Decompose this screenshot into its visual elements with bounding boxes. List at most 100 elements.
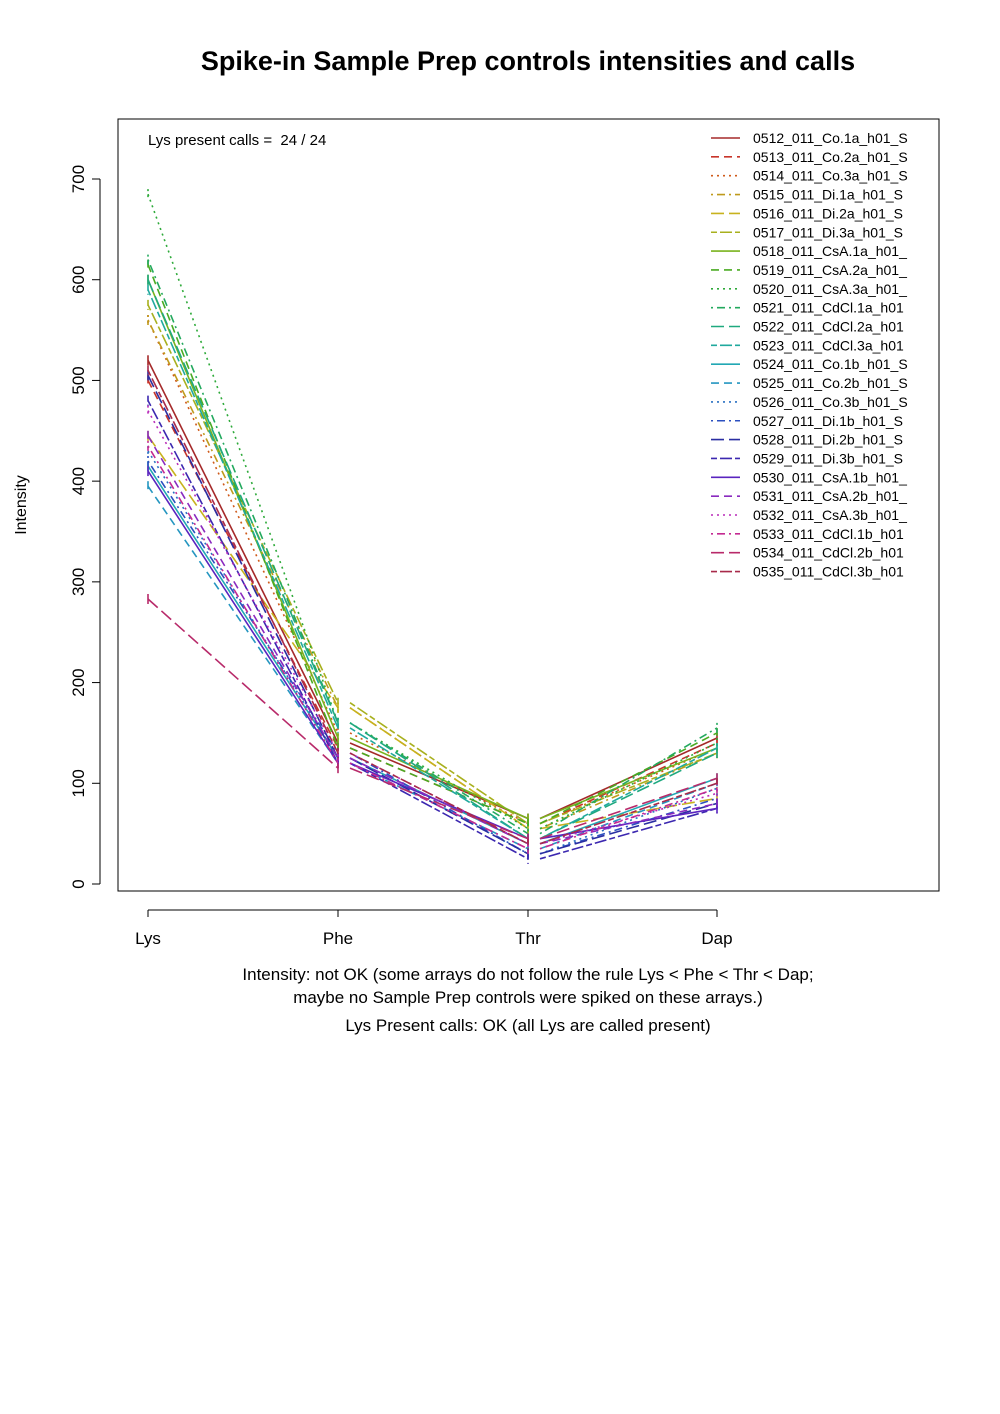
lys-present-calls-annotation: Lys present calls = 24 / 24 <box>148 132 326 149</box>
series-segment <box>349 722 529 830</box>
y-axis: 0 100 200 300 400 500 600 700 <box>69 165 101 889</box>
caption-line-2: maybe no Sample Prep controls were spike… <box>293 988 763 1007</box>
legend-label: 0516_011_Di.2a_h01_S <box>753 205 903 221</box>
plot-area-border <box>117 118 940 892</box>
series-segment <box>539 727 718 835</box>
series-segment <box>539 802 718 855</box>
series-segment <box>349 702 529 825</box>
series-line <box>147 440 718 854</box>
caption-line-1: Intensity: not OK (some arrays do not fo… <box>242 965 813 984</box>
series-segment <box>147 380 339 749</box>
legend-label: 0526_011_Co.3b_h01_S <box>753 394 908 410</box>
series-line <box>147 315 718 829</box>
series-segment <box>539 742 718 830</box>
y-tick-label: 500 <box>69 366 88 394</box>
legend-label: 0514_011_Co.3a_h01_S <box>753 168 908 184</box>
legend-label: 0528_011_Di.2b_h01_S <box>753 432 903 448</box>
legend-label: 0532_011_CsA.3b_h01_ <box>753 507 907 523</box>
series-segment <box>539 797 718 855</box>
series-lines <box>147 189 718 864</box>
series-segment <box>349 767 529 840</box>
legend-label: 0513_011_Co.2a_h01_S <box>753 149 908 165</box>
legend-label: 0518_011_CsA.1a_h01_ <box>753 243 907 259</box>
series-segment <box>349 757 529 845</box>
legend-label: 0534_011_CdCl.2b_h01 <box>753 545 904 561</box>
series-segment <box>539 747 718 825</box>
series-segment <box>147 470 339 764</box>
series-segment <box>539 802 718 845</box>
legend-label: 0520_011_CsA.3a_h01_ <box>753 281 907 297</box>
legend-label: 0515_011_Di.1a_h01_S <box>753 187 903 203</box>
caption-line-3: Lys Present calls: OK (all Lys are calle… <box>345 1016 710 1035</box>
series-segment <box>147 435 339 759</box>
chart-title: Spike-in Sample Prep controls intensitie… <box>201 46 855 76</box>
legend: 0512_011_Co.1a_h01_S 0513_011_Co.2a_h01_S… <box>711 130 908 580</box>
legend-label: 0524_011_Co.1b_h01_S <box>753 356 908 372</box>
series-line <box>147 430 718 834</box>
series-segment <box>539 752 718 825</box>
legend-label: 0523_011_CdCl.3a_h01 <box>753 337 904 353</box>
series-segment <box>147 193 339 724</box>
legend-label: 0519_011_CsA.2a_h01_ <box>753 262 907 278</box>
series-line <box>147 445 718 859</box>
x-tick-label: Phe <box>323 929 353 948</box>
y-tick-label: 700 <box>69 165 88 193</box>
legend-label: 0531_011_CsA.2b_h01_ <box>753 488 907 504</box>
series-segment <box>539 752 718 830</box>
series-segment <box>147 359 339 744</box>
series-segment <box>539 807 718 840</box>
legend-label: 0517_011_Di.3a_h01_S <box>753 224 903 240</box>
series-segment <box>147 289 339 729</box>
legend-label: 0535_011_CdCl.3b_h01 <box>753 564 904 580</box>
series-segment <box>539 807 718 860</box>
legend-label: 0530_011_CsA.1b_h01_ <box>753 469 907 485</box>
series-segment <box>539 737 718 820</box>
series-segment <box>349 747 529 825</box>
series-segment <box>349 722 529 835</box>
series-segment <box>539 787 718 850</box>
series-segment <box>539 777 718 840</box>
series-segment <box>539 782 718 845</box>
series-line <box>147 461 718 849</box>
y-tick-label: 100 <box>69 769 88 797</box>
series-segment <box>147 370 339 754</box>
series-segment <box>147 264 339 749</box>
series-segment <box>147 279 339 724</box>
series-segment <box>147 435 339 709</box>
legend-label: 0522_011_CdCl.2a_h01 <box>753 319 904 335</box>
series-segment <box>147 445 339 764</box>
series-segment <box>349 762 529 850</box>
series-segment <box>147 400 339 764</box>
series-segment <box>539 732 718 825</box>
series-segment <box>539 787 718 855</box>
series-line <box>147 370 718 859</box>
y-tick-label: 300 <box>69 568 88 596</box>
y-axis-label: Intensity <box>13 475 30 535</box>
series-line <box>147 274 718 824</box>
x-axis: Lys Phe Thr Dap <box>135 909 733 948</box>
y-tick-label: 0 <box>69 879 88 888</box>
y-tick-label: 200 <box>69 668 88 696</box>
series-segment <box>539 747 718 820</box>
series-segment <box>539 752 718 840</box>
series-segment <box>539 792 718 845</box>
series-segment <box>349 752 529 845</box>
y-tick-label: 600 <box>69 266 88 294</box>
series-segment <box>147 259 339 724</box>
legend-label: 0525_011_Co.2b_h01_S <box>753 375 908 391</box>
legend-label: 0512_011_Co.1a_h01_S <box>753 130 908 146</box>
series-segment <box>147 450 339 759</box>
x-tick-label: Lys <box>135 929 161 948</box>
series-segment <box>349 737 529 820</box>
legend-label: 0527_011_Di.1b_h01_S <box>753 413 903 429</box>
series-segment <box>349 727 529 840</box>
x-tick-label: Thr <box>515 929 541 948</box>
legend-label: 0529_011_Di.3b_h01_S <box>753 450 903 466</box>
legend-label: 0533_011_CdCl.1b_h01 <box>753 526 904 542</box>
series-segment <box>147 319 339 734</box>
series-line <box>147 189 718 834</box>
x-tick-label: Dap <box>701 929 732 948</box>
series-line <box>147 365 718 849</box>
series-segment <box>147 485 339 764</box>
